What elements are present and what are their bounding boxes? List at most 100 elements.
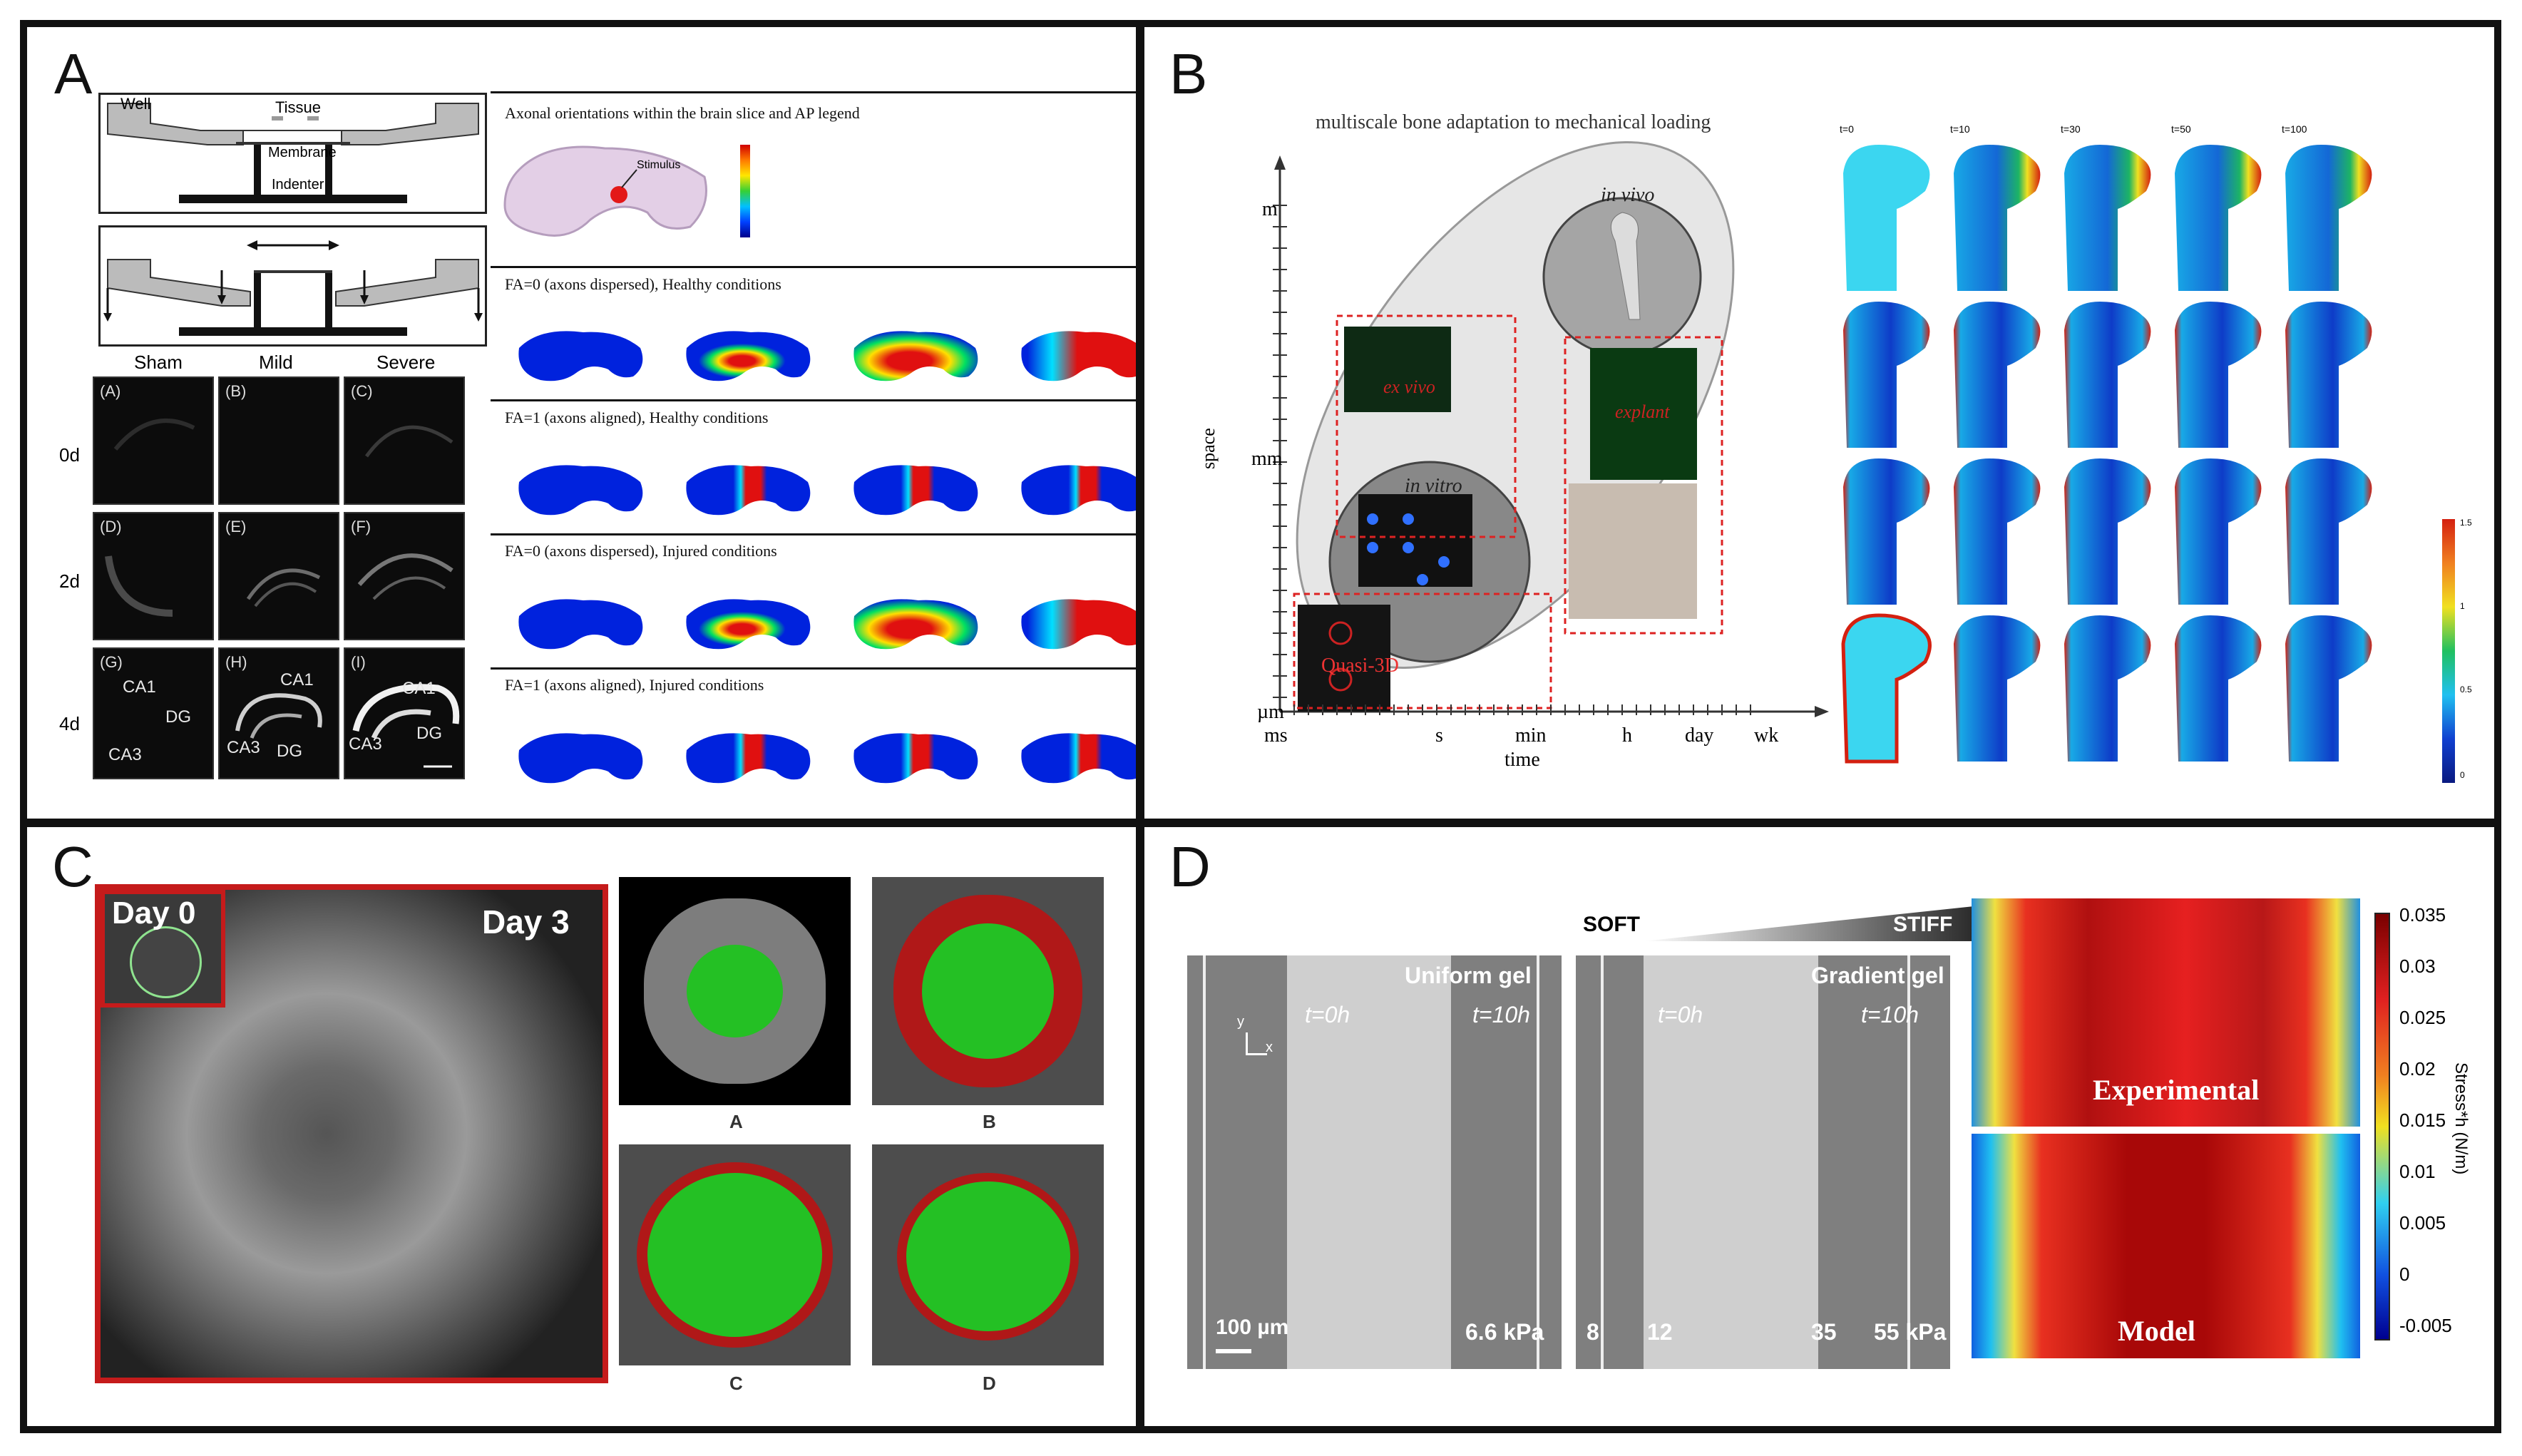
label-well: Well	[121, 95, 151, 113]
gradient-t10: t=10h	[1861, 1002, 1919, 1027]
row-header-2d: 2d	[59, 570, 80, 592]
indenter-stretch-drawing	[103, 240, 483, 336]
panel-b-title: multiscale bone adaptation to mechanical…	[1316, 111, 1711, 133]
slice-image-i: (I) CA1 CA3 DG	[344, 647, 465, 779]
panel-b-letter: B	[1169, 42, 1208, 106]
scale-ex-vivo: ex vivo	[1383, 376, 1435, 397]
cell-tag: (G)	[100, 653, 123, 671]
label-membrane: Membrane	[268, 145, 337, 160]
femur-colorbar-tick: 0	[2460, 770, 2465, 780]
hippocampus-glow	[246, 568, 321, 607]
sim-label-a: A	[729, 1111, 743, 1132]
faint-hippocampus	[113, 419, 195, 451]
colorbar-tick: 0.015	[2399, 1109, 2446, 1131]
slice-image-b: (B)	[218, 376, 339, 505]
slice-image-g: (G) CA1 DG CA3	[93, 647, 214, 779]
femur-time-0: t=0	[1840, 123, 1854, 135]
sim-b-core	[922, 923, 1054, 1059]
colorbar-tick: 0.025	[2399, 1007, 2446, 1028]
femur-colorbar-tick: 1	[2460, 601, 2465, 611]
femur-time-50: t=50	[2171, 123, 2191, 135]
colorbar-tick: 0.02	[2399, 1058, 2436, 1080]
panel-a-letter: A	[54, 42, 93, 106]
femur-time-100: t=100	[2282, 123, 2307, 135]
gradient-tick-8: 8	[1586, 1319, 1599, 1345]
cell-tag: (C)	[351, 382, 373, 400]
slice-image-d: (D)	[93, 512, 214, 640]
schematic-top: Well Tissue Membrane Indenter	[98, 93, 487, 214]
slice-image-a: (A)	[93, 376, 214, 505]
rule	[491, 533, 1136, 535]
hippocampus-glow	[105, 555, 173, 617]
cell-tag: (D)	[100, 518, 122, 535]
colorbar-tick: -0.005	[2399, 1315, 2452, 1336]
scale-bar-label: 100 µm	[1216, 1316, 1289, 1339]
uniform-t0: t=0h	[1305, 1002, 1350, 1027]
region-dg: DG	[165, 707, 191, 727]
row-header-4d: 4d	[59, 713, 80, 734]
hippocampus-bright-arc	[235, 693, 322, 739]
x-tick-s: s	[1435, 724, 1443, 747]
femur-colorbar-tick: 1.5	[2460, 518, 2472, 528]
gradient-gel-title: Gradient gel	[1811, 963, 1944, 988]
y-axis-label: space	[1198, 428, 1219, 469]
sim-a-core	[687, 945, 783, 1037]
uniform-gel-title: Uniform gel	[1405, 963, 1532, 988]
rule	[491, 266, 1136, 268]
hippocampus-bright-arc	[352, 684, 460, 768]
femur-adaptation-grid	[1832, 145, 2372, 776]
column-header-severe: Severe	[376, 352, 436, 373]
region-dg: DG	[416, 724, 442, 743]
front-line-right	[1907, 955, 1910, 1369]
colorbar-label: Stress*h (N/m)	[2451, 1062, 2471, 1175]
colorbar-tick: 0.005	[2399, 1212, 2446, 1234]
row-header-0d: 0d	[59, 444, 80, 466]
day0-spheroid	[130, 926, 202, 998]
panel-a: A Well Tissue Membrane Indenter	[20, 20, 1143, 826]
sim-b	[872, 877, 1104, 1105]
sim-row-2	[518, 465, 1136, 516]
column-header-mild: Mild	[259, 352, 293, 373]
stress-map-model	[1972, 1134, 2360, 1358]
sim-row-4	[518, 733, 1136, 784]
scale-quasi-3d: Quasi-3D	[1321, 655, 1399, 677]
day0-inset: Day 0	[101, 890, 225, 1008]
axis-y-arrow	[1246, 1032, 1248, 1055]
stress-map-experimental	[1972, 898, 2360, 1127]
sim-row-4-title: FA=1 (axons aligned), Injured conditions	[505, 676, 764, 694]
sim-row-3-title: FA=0 (axons dispersed), Injured conditio…	[505, 542, 777, 560]
sim-d	[872, 1144, 1104, 1365]
x-tick-wk: wk	[1754, 724, 1779, 747]
region-ca1: CA1	[123, 677, 156, 697]
region-ca3: CA3	[108, 745, 142, 764]
front-line-left	[1203, 955, 1206, 1369]
ap-simulation-grid	[518, 331, 1136, 784]
cell-tag: (I)	[351, 653, 366, 671]
front-line-right	[1537, 955, 1539, 1369]
panel-d-letter: D	[1169, 835, 1211, 898]
femur-colorbar	[2442, 519, 2455, 783]
colorbar-tick: 0	[2399, 1263, 2410, 1285]
region-ca1: CA1	[280, 670, 314, 689]
sim-label-c: C	[729, 1373, 743, 1394]
day3-label: Day 3	[482, 903, 570, 940]
slice-image-c: (C)	[344, 376, 465, 505]
cell-tag: (F)	[351, 518, 371, 535]
stimulus-label: Stimulus	[637, 159, 681, 171]
sim-c-core	[647, 1173, 822, 1337]
cell-sheet-right	[1451, 955, 1562, 1369]
y-tick-um: µm	[1257, 701, 1284, 723]
scale-explant: explant	[1615, 401, 1670, 422]
cell-sheet-right	[1818, 955, 1950, 1369]
gradient-tick-55: 55 kPa	[1874, 1319, 1947, 1345]
colorbar-tick: 0.03	[2399, 955, 2436, 977]
label-model: Model	[2118, 1315, 2195, 1347]
femur-colorbar-tick: 0.5	[2460, 685, 2472, 694]
gradient-tick-12: 12	[1647, 1319, 1673, 1345]
hippocampus-glow	[357, 553, 453, 600]
faint-hippocampus	[364, 425, 453, 458]
axis-x-label: x	[1266, 1040, 1273, 1055]
colorbar-tick: 0.035	[2399, 904, 2446, 926]
x-tick-day: day	[1685, 724, 1714, 747]
sim-a	[619, 877, 851, 1105]
